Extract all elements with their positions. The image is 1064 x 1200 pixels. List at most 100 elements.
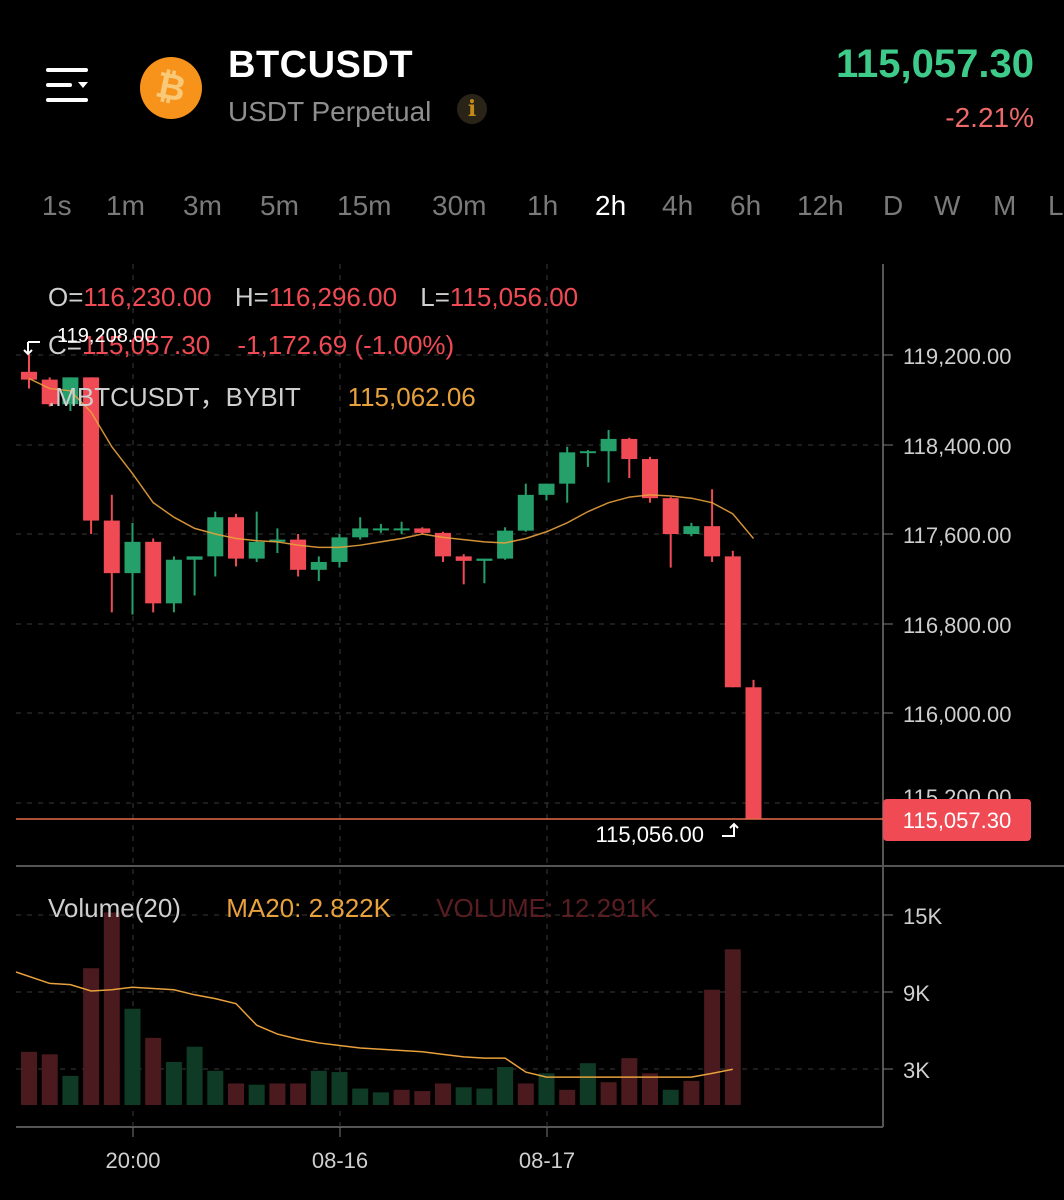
volume-bar [517,1083,534,1105]
high-marker-icon [23,341,40,356]
tab-timeframe-30m[interactable]: 30m [432,190,487,221]
candle-body [186,556,203,560]
volume-bar [228,1083,244,1105]
ohlc-open: 116,230.00 [83,282,211,312]
candle [683,522,700,537]
candle-body [165,559,182,604]
candle-body [145,541,162,604]
last-price-tag [883,799,1031,841]
price-tick-label: 119,200.00 [903,344,1011,369]
candle [207,511,224,577]
candle-body [600,438,617,452]
tab-timeframe-1m[interactable]: 1m [106,190,145,221]
candle [21,354,37,389]
candle [290,534,307,577]
volume-bar [207,1070,224,1105]
tab-timeframe-3m[interactable]: 3m [183,190,222,221]
price-tick-label: 116,000.00 [903,702,1011,727]
volume-bar [103,912,120,1105]
ohlc-c-label: C= [48,330,82,360]
candle-body [517,494,534,531]
candle-body [207,517,224,557]
menu-icon[interactable] [46,66,90,106]
volume-bar [476,1088,493,1105]
tab-timeframe-5m[interactable]: 5m [260,190,299,221]
candle-body [331,537,348,562]
symbol-title[interactable]: BTCUSDT [228,44,414,86]
candle-body [248,541,265,559]
candle [579,450,596,467]
ohlc-l-label: L= [420,282,450,312]
timeframe-tabs: 1s 1m 3m 5m 15m 30m 1h 2h 4h 6h 12h D W … [0,190,1064,234]
tab-timeframe-12h[interactable]: 12h [797,190,844,221]
volume-legend-ma: MA20: 2.822K [226,893,391,923]
candle [228,513,244,567]
tab-timeframe-4h[interactable]: 4h [662,190,694,221]
candle-body [21,371,37,380]
tab-timeframe-m[interactable]: M [993,190,1017,221]
candle-body [621,438,638,460]
price-ma-line [28,377,755,549]
tab-timeframe-6h[interactable]: 6h [730,190,762,221]
volume-bar [414,1091,431,1105]
ohlc-o-label: O= [48,282,83,312]
candle-body [704,526,721,557]
volume-bar [186,1046,203,1105]
candle-body [579,451,596,454]
tab-timeframe-d[interactable]: D [883,190,904,221]
candle [662,497,679,568]
candle [310,556,327,581]
volume-bar [455,1087,472,1105]
candle-body [642,459,658,499]
tab-timeframe-w[interactable]: W [934,190,961,221]
volume-bar [248,1084,265,1105]
candle [83,377,100,534]
price-tick-label: 116,800.00 [903,613,1011,638]
candle-body [103,520,120,574]
header: ₿ BTCUSDT USDT Perpetual i 115,057.30 -2… [0,0,1064,170]
candle [352,517,369,540]
candle-body [414,528,431,533]
volume-bar [704,989,721,1105]
volume-bar [165,1061,182,1105]
info-icon[interactable]: i [457,94,487,124]
tab-timeframe-more[interactable]: L [1048,190,1064,221]
volume-bar [662,1089,679,1105]
volume-legend-value: VOLUME: 12.291K [436,893,658,923]
candle [331,534,348,568]
tab-timeframe-2h[interactable]: 2h [595,190,627,221]
time-tick-label: 08-16 [312,1148,368,1173]
volume-ma-line [15,971,733,1078]
candle [745,679,762,819]
candle-body [559,452,576,484]
volume-bar [642,1073,658,1105]
volume-bar [83,968,100,1105]
volume-bar [621,1058,638,1105]
ohlc-low: 115,056.00 [450,282,578,312]
candle-body [372,528,389,531]
ohlc-legend-row2: C=115,057.30 -1,172.69 (-1.00%) [48,330,454,360]
candle [393,521,410,534]
candle [455,554,472,585]
volume-bar [372,1092,389,1105]
volume-bar [538,1073,555,1105]
volume-tick-label: 3K [903,1058,930,1083]
volume-bar [269,1083,286,1105]
indicator-value: 115,062.06 [348,382,476,412]
volume-bar [352,1088,369,1105]
tab-timeframe-15m[interactable]: 15m [337,190,392,221]
candle-body [724,556,741,688]
candle [621,437,638,479]
tab-timeframe-1h[interactable]: 1h [527,190,559,221]
candle [41,377,58,407]
candle [704,489,721,562]
tab-timeframe-1s[interactable]: 1s [42,190,72,221]
last-price-tag-label: 115,057.30 [903,808,1011,833]
candle-body [393,528,410,531]
bitcoin-icon: ₿ [140,57,202,119]
candle-body [83,377,100,521]
volume-bar [435,1083,451,1105]
volume-bar [393,1089,410,1105]
chart-area[interactable]: 119,200.00 118,400.00 117,600.00 116,800… [0,240,1064,1200]
candle [103,494,120,613]
